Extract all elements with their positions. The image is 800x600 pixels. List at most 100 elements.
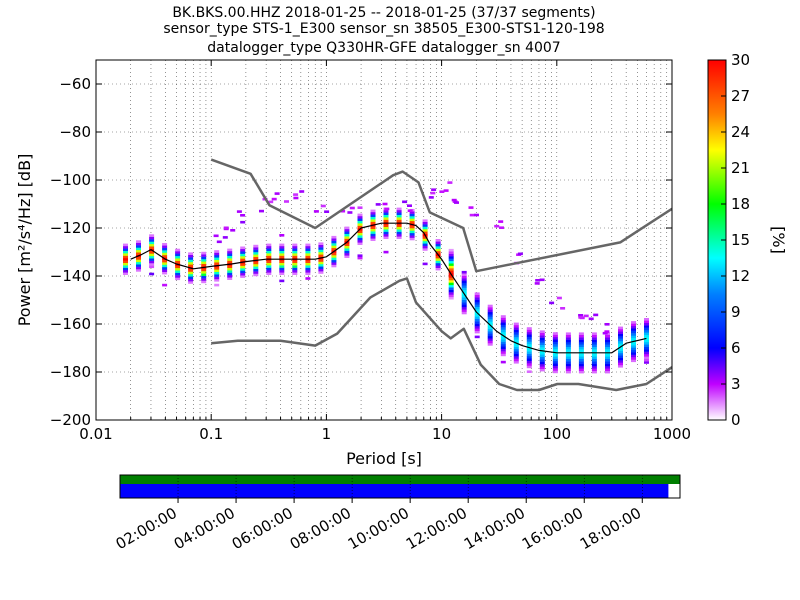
histogram-cell [240,268,246,271]
histogram-cell [409,228,415,231]
histogram-cell-outlier [230,229,236,232]
histogram-cell [552,332,558,335]
histogram-cell [279,267,285,271]
histogram-cell [292,248,298,251]
histogram-cell [344,226,350,230]
histogram-cell [162,269,168,272]
histogram-cell [591,366,597,369]
histogram-cell [136,259,141,263]
histogram-cell [162,247,168,251]
histogram-cell [149,234,155,237]
histogram-cell [500,353,506,357]
histogram-cell [474,292,480,295]
histogram-cell [565,346,571,350]
histogram-cell [318,249,324,253]
histogram-cell-outlier [578,316,584,319]
histogram-cell [123,272,128,275]
histogram-cell [565,337,571,340]
histogram-cell [370,231,376,234]
histogram-cell [644,342,649,345]
histogram-cells [123,181,649,374]
histogram-cell [175,275,181,278]
histogram-cell-outlier [213,234,219,238]
psd-coverage-bar [120,484,669,498]
histogram-cell [162,245,168,248]
histogram-cell [578,334,584,338]
histogram-cell [605,349,610,352]
histogram-cell [188,276,194,279]
histogram-cell [422,262,428,266]
histogram-cell [631,335,636,339]
histogram-cell [331,240,337,244]
histogram-cell [318,268,324,272]
histogram-cell [123,255,128,259]
histogram-cell [474,326,480,329]
histogram-cell [539,366,545,369]
histogram-cell [618,331,623,334]
histogram-cell-outlier [236,210,242,213]
histogram-cell [149,253,155,257]
histogram-cell [605,344,610,347]
histogram-cell-outlier [454,201,459,204]
histogram-cell [331,238,337,241]
histogram-cell [136,249,141,253]
histogram-cell [357,225,363,229]
histogram-cell [136,264,141,267]
histogram-cell [344,233,350,237]
histogram-cell [266,262,272,266]
histogram-cell [123,243,128,247]
histogram-cell [201,268,207,272]
histogram-cell [396,234,402,237]
histogram-cell [357,235,363,238]
histogram-cell [644,349,649,352]
histogram-cell [422,241,428,244]
histogram-cell [605,366,610,369]
histogram-cell [253,256,259,260]
histogram-cell [409,235,415,238]
time-coverage-frame [119,474,681,499]
histogram-cell-outlier [384,207,390,211]
chart-title-line-3: datalogger_type Q330HR-GFE datalogger_sn… [207,40,560,56]
histogram-cell [201,259,207,262]
histogram-cell [578,368,584,371]
histogram-cell [461,285,467,288]
histogram-cell [539,356,545,360]
histogram-cell [201,256,207,260]
histogram-cell [591,354,597,357]
histogram-cell [513,332,519,335]
histogram-cell [644,334,649,338]
histogram-cell-outlier [407,204,412,207]
histogram-cell [266,255,272,259]
histogram-cell [513,329,519,333]
histogram-cell [305,277,311,280]
histogram-cell [331,235,337,239]
histogram-cell [644,318,649,321]
colorbar-tick-label: 6 [731,339,741,357]
histogram-cell [331,252,337,256]
histogram-cell [474,302,480,305]
histogram-cell [357,223,363,226]
histogram-cell [461,306,467,310]
colorbar-tick-label: 27 [731,87,750,105]
histogram-cell [474,309,480,312]
histogram-cell-outlier [240,220,246,224]
histogram-cell [253,266,259,269]
histogram-cell [539,359,545,362]
histogram-cell [253,271,259,274]
histogram-cell-outlier [602,331,608,335]
histogram-cell [266,267,272,271]
x-tick-label: 1000 [653,425,691,443]
histogram-cell [383,229,389,232]
histogram-cell [461,299,467,303]
histogram-cell [370,238,376,241]
x-tick-label: 0.01 [79,425,112,443]
histogram-cell [552,363,558,366]
histogram-cell [279,253,285,256]
histogram-cell [357,218,363,221]
histogram-cell [162,262,168,265]
histogram-cell [539,354,545,357]
histogram-cell [149,246,155,249]
histogram-cell [448,251,454,254]
histogram-cell-outlier [556,296,562,300]
x-tick-label: 0.1 [199,425,223,443]
